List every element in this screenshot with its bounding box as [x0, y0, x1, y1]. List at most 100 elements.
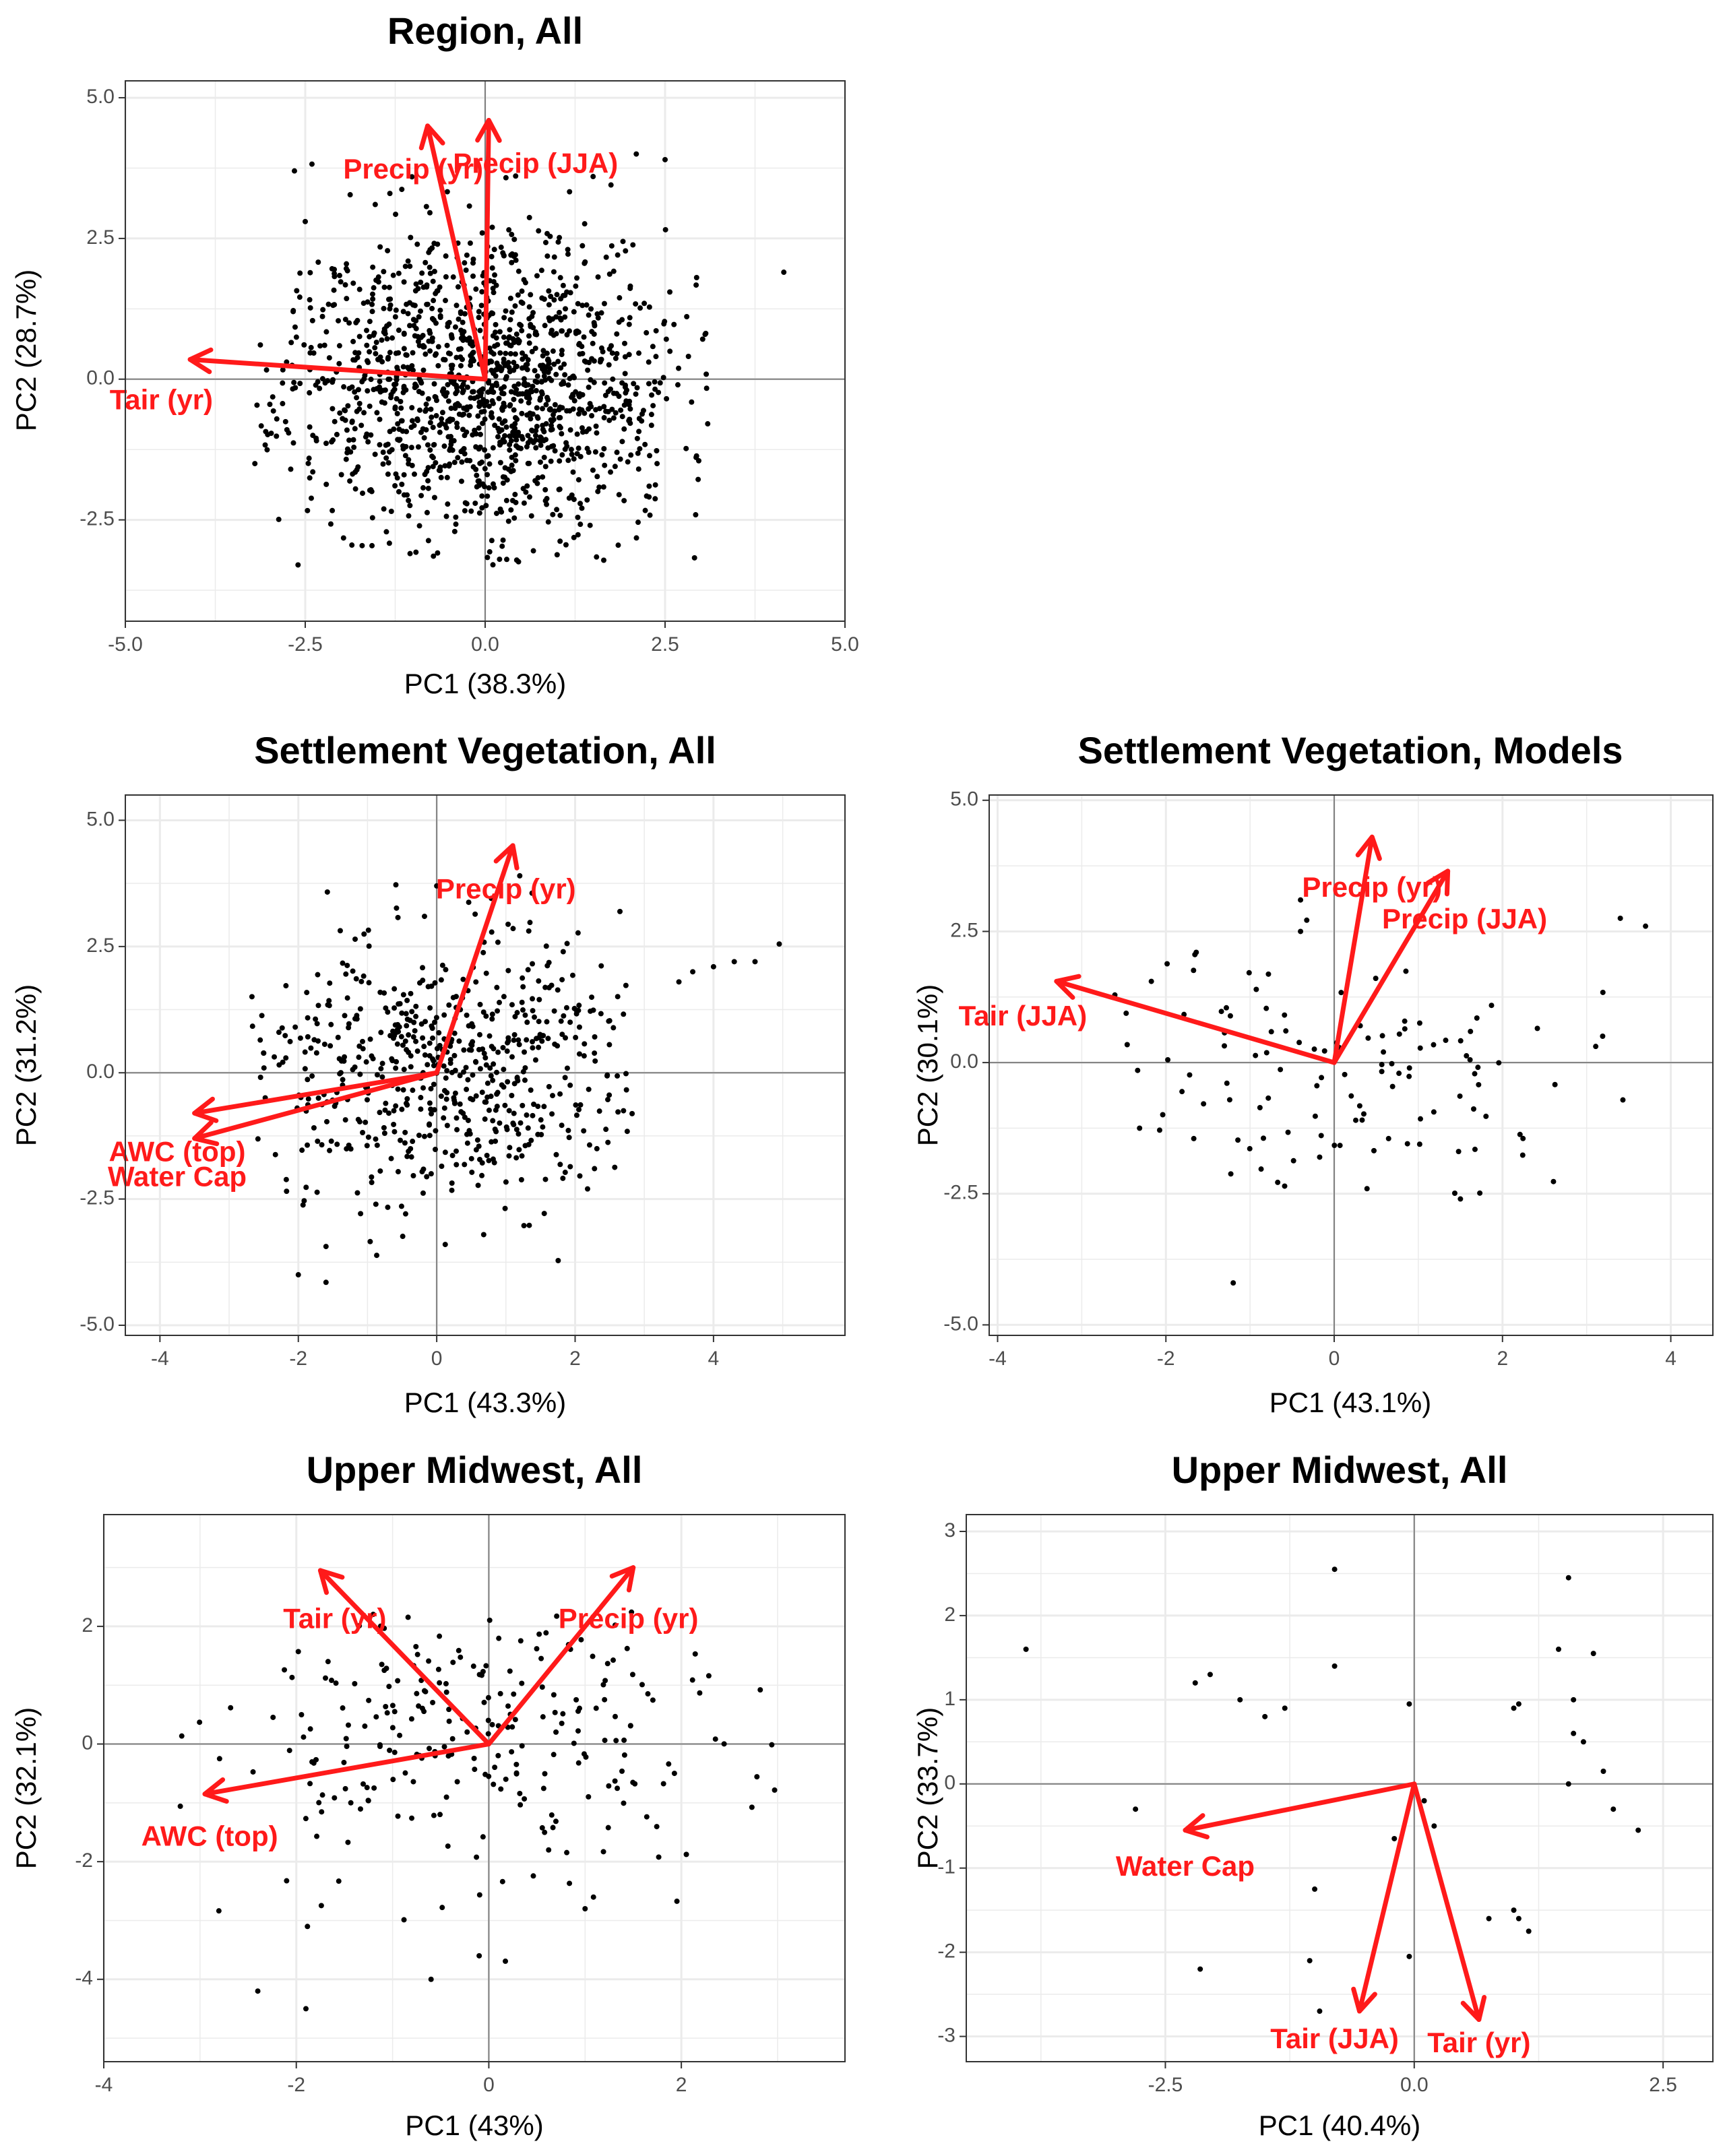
data-point	[501, 360, 507, 366]
data-point	[662, 226, 668, 232]
data-point	[577, 406, 583, 412]
data-point	[402, 1038, 408, 1044]
data-point	[539, 295, 545, 301]
data-point	[581, 1751, 587, 1757]
data-point	[1600, 1769, 1606, 1775]
data-point	[646, 494, 652, 500]
data-point	[437, 1633, 443, 1639]
data-point	[405, 258, 411, 264]
data-point	[305, 507, 311, 513]
data-point	[216, 1756, 222, 1762]
data-point	[293, 334, 299, 340]
data-point	[442, 1242, 448, 1248]
data-point	[584, 1186, 590, 1192]
data-point	[395, 421, 401, 427]
data-point	[276, 1029, 282, 1036]
data-point	[387, 306, 393, 312]
data-point	[417, 407, 423, 413]
x-tick-label: 0	[431, 1348, 443, 1370]
data-point	[499, 543, 505, 549]
data-point	[282, 1667, 288, 1673]
data-point	[510, 926, 516, 932]
data-point	[511, 1081, 518, 1087]
data-point	[544, 350, 550, 356]
data-point	[676, 365, 682, 371]
data-point	[554, 507, 560, 513]
x-tick-label: 2.5	[1649, 2074, 1677, 2096]
data-point	[301, 1198, 307, 1204]
data-point	[470, 256, 476, 262]
data-point	[305, 1096, 311, 1102]
data-point	[508, 252, 514, 258]
data-point	[393, 212, 399, 218]
data-point	[401, 385, 407, 391]
data-point	[522, 1077, 528, 1083]
data-point	[705, 1673, 712, 1679]
data-point	[637, 305, 644, 311]
data-point	[352, 486, 358, 492]
panel-border	[989, 794, 1714, 1336]
data-point	[356, 334, 363, 340]
data-point	[345, 1839, 351, 1845]
data-point	[570, 469, 576, 475]
data-point	[671, 321, 677, 327]
data-point	[550, 412, 556, 418]
data-point	[476, 425, 482, 431]
data-point	[418, 1095, 424, 1101]
data-point	[391, 1005, 398, 1011]
data-point	[334, 431, 340, 437]
data-point	[636, 429, 642, 435]
data-point	[267, 402, 273, 408]
data-point	[385, 356, 391, 362]
data-point	[575, 930, 581, 936]
data-point	[534, 480, 540, 486]
data-point	[404, 1023, 410, 1029]
data-point	[383, 529, 389, 535]
data-point	[425, 396, 431, 402]
data-point	[446, 1707, 452, 1713]
data-point	[554, 1613, 560, 1619]
data-point	[576, 1051, 582, 1057]
data-point	[469, 1169, 475, 1175]
data-point	[650, 403, 656, 409]
data-point	[693, 282, 699, 288]
data-point	[451, 381, 458, 387]
data-point	[377, 1623, 383, 1629]
data-point	[395, 1813, 401, 1819]
data-point	[610, 1025, 617, 1031]
data-point	[544, 357, 551, 363]
y-tick-label: 0	[944, 1772, 955, 1794]
data-point	[605, 1097, 611, 1103]
data-point	[457, 1101, 463, 1107]
data-point	[1371, 1147, 1377, 1153]
data-point	[467, 457, 473, 464]
data-point	[534, 405, 540, 411]
data-point	[500, 474, 506, 480]
data-point	[598, 963, 604, 969]
data-point	[391, 1108, 397, 1114]
data-point	[1337, 1143, 1343, 1149]
data-point	[496, 395, 502, 402]
data-point	[451, 459, 458, 466]
data-point	[425, 538, 431, 544]
data-point	[502, 1102, 508, 1108]
data-point	[368, 486, 374, 493]
data-point	[538, 379, 544, 385]
data-point	[542, 1829, 548, 1835]
data-point	[344, 261, 350, 267]
data-point	[447, 1043, 453, 1049]
data-point	[645, 1691, 651, 1697]
data-point	[534, 1646, 540, 1652]
data-point	[393, 1103, 399, 1109]
data-point	[431, 268, 437, 274]
data-point	[402, 453, 408, 459]
data-point	[610, 376, 616, 382]
data-point	[499, 390, 505, 396]
data-point	[515, 381, 522, 387]
data-point	[307, 350, 313, 356]
data-point	[1590, 1651, 1596, 1657]
data-point	[344, 267, 350, 274]
data-point	[451, 1030, 458, 1036]
data-point	[410, 1779, 416, 1785]
data-point	[336, 360, 342, 367]
